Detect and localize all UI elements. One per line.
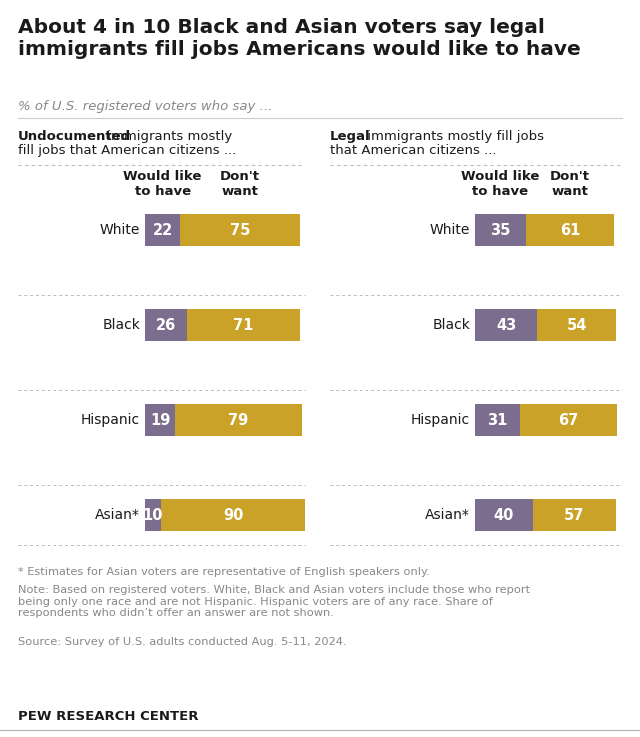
Text: White: White	[429, 223, 470, 237]
Text: Don't
want: Don't want	[220, 170, 260, 198]
Text: 79: 79	[228, 413, 249, 427]
Text: Black: Black	[102, 318, 140, 332]
Text: White: White	[100, 223, 140, 237]
Text: 75: 75	[230, 223, 250, 237]
Text: Black: Black	[432, 318, 470, 332]
Text: Don't
want: Don't want	[550, 170, 590, 198]
Text: fill jobs that American citizens ...: fill jobs that American citizens ...	[18, 144, 236, 157]
Polygon shape	[475, 499, 533, 531]
Polygon shape	[520, 404, 617, 436]
Text: * Estimates for Asian voters are representative of English speakers only.: * Estimates for Asian voters are represe…	[18, 567, 429, 577]
Text: Asian*: Asian*	[95, 508, 140, 522]
Polygon shape	[475, 309, 538, 341]
Text: Asian*: Asian*	[425, 508, 470, 522]
Polygon shape	[145, 499, 161, 531]
Text: 31: 31	[487, 413, 508, 427]
Polygon shape	[533, 499, 616, 531]
Polygon shape	[187, 309, 300, 341]
Polygon shape	[161, 499, 305, 531]
Text: 40: 40	[494, 508, 514, 523]
Text: immigrants mostly fill jobs: immigrants mostly fill jobs	[363, 130, 544, 143]
Text: 19: 19	[150, 413, 170, 427]
Text: 54: 54	[566, 318, 587, 332]
Polygon shape	[475, 404, 520, 436]
Text: Note: Based on registered voters. White, Black and Asian voters include those wh: Note: Based on registered voters. White,…	[18, 585, 530, 618]
Polygon shape	[145, 309, 187, 341]
Polygon shape	[145, 214, 180, 246]
Text: Hispanic: Hispanic	[81, 413, 140, 427]
Text: 67: 67	[559, 413, 579, 427]
Text: 35: 35	[490, 223, 511, 237]
Text: Undocumented: Undocumented	[18, 130, 131, 143]
Text: Would like
to have: Would like to have	[461, 170, 540, 198]
Text: 90: 90	[223, 508, 243, 523]
Text: Source: Survey of U.S. adults conducted Aug. 5-11, 2024.: Source: Survey of U.S. adults conducted …	[18, 637, 346, 647]
Text: Legal: Legal	[330, 130, 371, 143]
Polygon shape	[180, 214, 300, 246]
Text: 10: 10	[143, 508, 163, 523]
Text: Hispanic: Hispanic	[411, 413, 470, 427]
Text: that American citizens ...: that American citizens ...	[330, 144, 497, 157]
Text: immigrants mostly: immigrants mostly	[103, 130, 232, 143]
Polygon shape	[175, 404, 302, 436]
Polygon shape	[525, 214, 614, 246]
Text: PEW RESEARCH CENTER: PEW RESEARCH CENTER	[18, 710, 198, 723]
Text: % of U.S. registered voters who say ...: % of U.S. registered voters who say ...	[18, 100, 273, 113]
Text: 57: 57	[564, 508, 584, 523]
Text: 26: 26	[156, 318, 176, 332]
Text: 43: 43	[496, 318, 516, 332]
Text: 22: 22	[152, 223, 173, 237]
Text: 61: 61	[560, 223, 580, 237]
Text: About 4 in 10 Black and Asian voters say legal
immigrants fill jobs Americans wo: About 4 in 10 Black and Asian voters say…	[18, 18, 580, 59]
Polygon shape	[538, 309, 616, 341]
Polygon shape	[475, 214, 525, 246]
Polygon shape	[145, 404, 175, 436]
Text: 71: 71	[233, 318, 253, 332]
Text: Would like
to have: Would like to have	[124, 170, 202, 198]
